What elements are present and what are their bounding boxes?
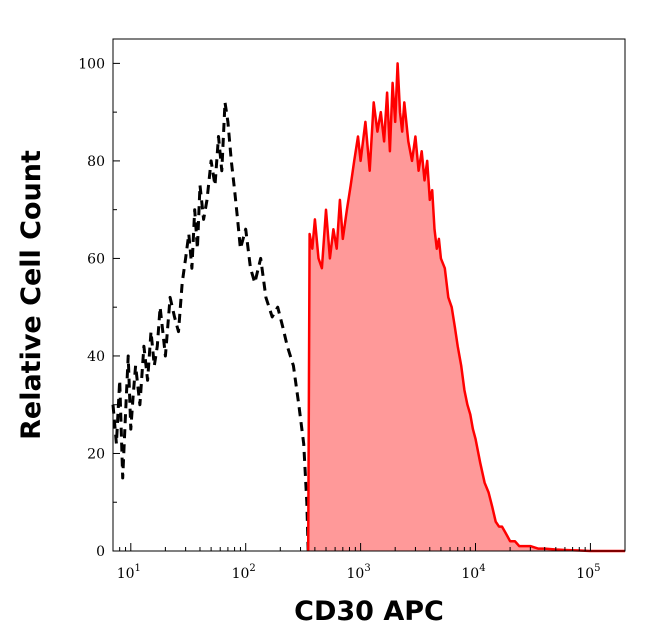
y-tick-label: 80 — [87, 154, 105, 170]
x-axis-title: CD30 APC — [294, 596, 444, 627]
plot-series — [111, 62, 625, 553]
x-tick-exponent: 2 — [249, 563, 255, 574]
y-tick-label: 40 — [87, 349, 105, 365]
series-dashed-line — [111, 100, 310, 552]
plot-frame — [112, 38, 626, 552]
x-axis-ticks: 101 102 103 104 105 — [112, 543, 626, 582]
x-tick-label: 104 — [461, 563, 485, 582]
series-area-fill — [308, 63, 625, 552]
y-tick-label: 100 — [78, 56, 105, 72]
x-tick-label: 101 — [117, 563, 141, 582]
y-tick-label: 60 — [87, 251, 105, 267]
y-tick-label: 20 — [87, 446, 105, 462]
x-tick-label: 102 — [232, 563, 256, 582]
y-axis-ticks: 0 20 40 60 80 100 — [78, 56, 120, 560]
x-tick-exponent: 1 — [135, 563, 141, 574]
x-tick-exponent: 3 — [364, 563, 370, 574]
x-tick-exponent: 4 — [479, 563, 485, 574]
series-area-line — [306, 62, 625, 553]
x-tick-label: 103 — [347, 563, 371, 582]
x-tick-label: 105 — [576, 563, 600, 582]
y-axis-title: Relative Cell Count — [16, 150, 47, 440]
y-tick-label: 0 — [96, 544, 105, 560]
x-tick-exponent: 5 — [594, 563, 600, 574]
